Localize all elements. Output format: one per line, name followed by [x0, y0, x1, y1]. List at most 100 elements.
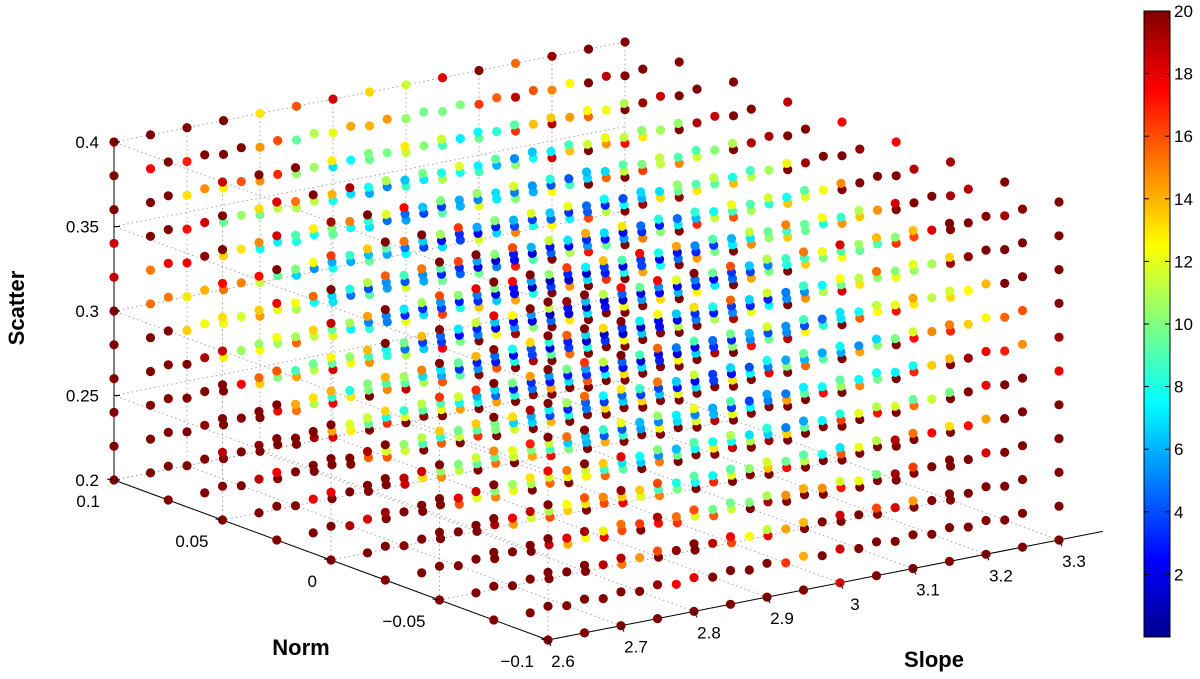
scatter-point [891, 171, 901, 181]
grid-line [186, 465, 622, 627]
scatter-point [345, 284, 355, 294]
scatter-point [835, 375, 845, 385]
scatter-point [400, 175, 410, 185]
scatter-point [200, 353, 210, 363]
scatter-point [308, 224, 318, 234]
scatter-tick-label: 0.35 [66, 218, 99, 237]
scatter-point [635, 282, 645, 292]
scatter-point [598, 526, 608, 536]
scatter-point [762, 491, 772, 501]
scatter-point [327, 156, 337, 166]
grid-line [439, 499, 951, 601]
slope-tick-mark [693, 611, 698, 618]
scatter-point [579, 493, 590, 503]
scatter-point [689, 471, 699, 481]
scatter-point [399, 304, 409, 314]
grid-line [113, 294, 626, 396]
scatter-point [492, 126, 502, 137]
colorbar-tick-label: 20 [1174, 2, 1193, 21]
scatter-point [583, 78, 594, 88]
scatter-point [273, 136, 283, 146]
scatter-point [817, 348, 827, 358]
scatter-point [945, 157, 956, 167]
scatter-point [708, 335, 718, 346]
scatter-point [708, 437, 718, 447]
scatter-point [272, 332, 282, 342]
scatter-point [855, 144, 865, 154]
scatter-point [236, 244, 246, 254]
scatter-point [200, 488, 210, 498]
scatter-point [1000, 312, 1010, 322]
scatter-point [345, 352, 355, 362]
scatter-point [798, 348, 809, 358]
scatter-point [145, 468, 156, 478]
scatter-point [708, 572, 718, 582]
x-axis-label: Slope [904, 647, 964, 672]
scatter-point [1054, 434, 1064, 444]
scatter-point [817, 213, 827, 223]
scatter-point [835, 544, 845, 554]
scatter-point [528, 119, 538, 129]
scatter-point [507, 445, 518, 456]
scatter-point [762, 322, 772, 332]
scatter-point [453, 256, 463, 267]
scatter-point [380, 541, 390, 551]
scatter-point [308, 426, 318, 437]
scatter-point [746, 104, 756, 114]
scatter-point [309, 128, 319, 138]
scatter-point [471, 520, 481, 530]
slope-tick-mark [766, 596, 771, 604]
scatter-point [272, 467, 282, 477]
scatter-point [525, 439, 535, 449]
scatter-point [854, 442, 864, 452]
scatter-point [308, 460, 318, 470]
scatter-point [963, 387, 973, 397]
scatter-point [453, 324, 463, 334]
scatter-point [145, 164, 156, 174]
scatter-point [638, 98, 648, 108]
scatter-point [963, 184, 973, 194]
scatter-tick-label: 0.4 [75, 133, 99, 152]
scatter-point [417, 264, 427, 274]
scatter-point [798, 281, 809, 291]
scatter-point [362, 379, 373, 389]
scatter-point [525, 371, 535, 381]
scatter-point [1000, 245, 1010, 255]
scatter-point [163, 191, 173, 201]
scatter-point [380, 474, 390, 484]
scatter-point [364, 121, 375, 131]
scatter-point [417, 466, 427, 477]
scatter-point [362, 548, 373, 558]
scatter-point [419, 141, 429, 151]
scatter-point [436, 134, 447, 144]
scatter-point [744, 430, 754, 440]
scatter-point [399, 405, 409, 416]
scatter-point [762, 558, 772, 568]
scatter-point [508, 215, 519, 225]
scatter-point [745, 165, 755, 176]
scatter-point [635, 350, 645, 360]
scatter-point [182, 427, 192, 437]
scatter-point [963, 454, 973, 465]
scatter-point [763, 193, 773, 203]
scatter-point [290, 332, 301, 342]
scatter-point [908, 293, 918, 303]
scatter-point [635, 485, 645, 495]
scatter-point [564, 140, 574, 150]
scatter-point [944, 320, 955, 330]
scatter-point [163, 427, 173, 437]
scatter-point [326, 454, 336, 464]
scatter-point [200, 285, 210, 295]
scatter-point [1054, 467, 1064, 477]
scatter-point [290, 230, 301, 240]
scatter-point [163, 258, 173, 268]
scatter-point [908, 327, 918, 337]
scatter-point [944, 354, 955, 364]
scatter-point [345, 419, 355, 429]
scatter-point [255, 108, 265, 118]
scatter-point [525, 608, 535, 618]
scatter-point [708, 403, 718, 413]
scatter-point [981, 245, 991, 255]
scatter-point [254, 271, 264, 281]
